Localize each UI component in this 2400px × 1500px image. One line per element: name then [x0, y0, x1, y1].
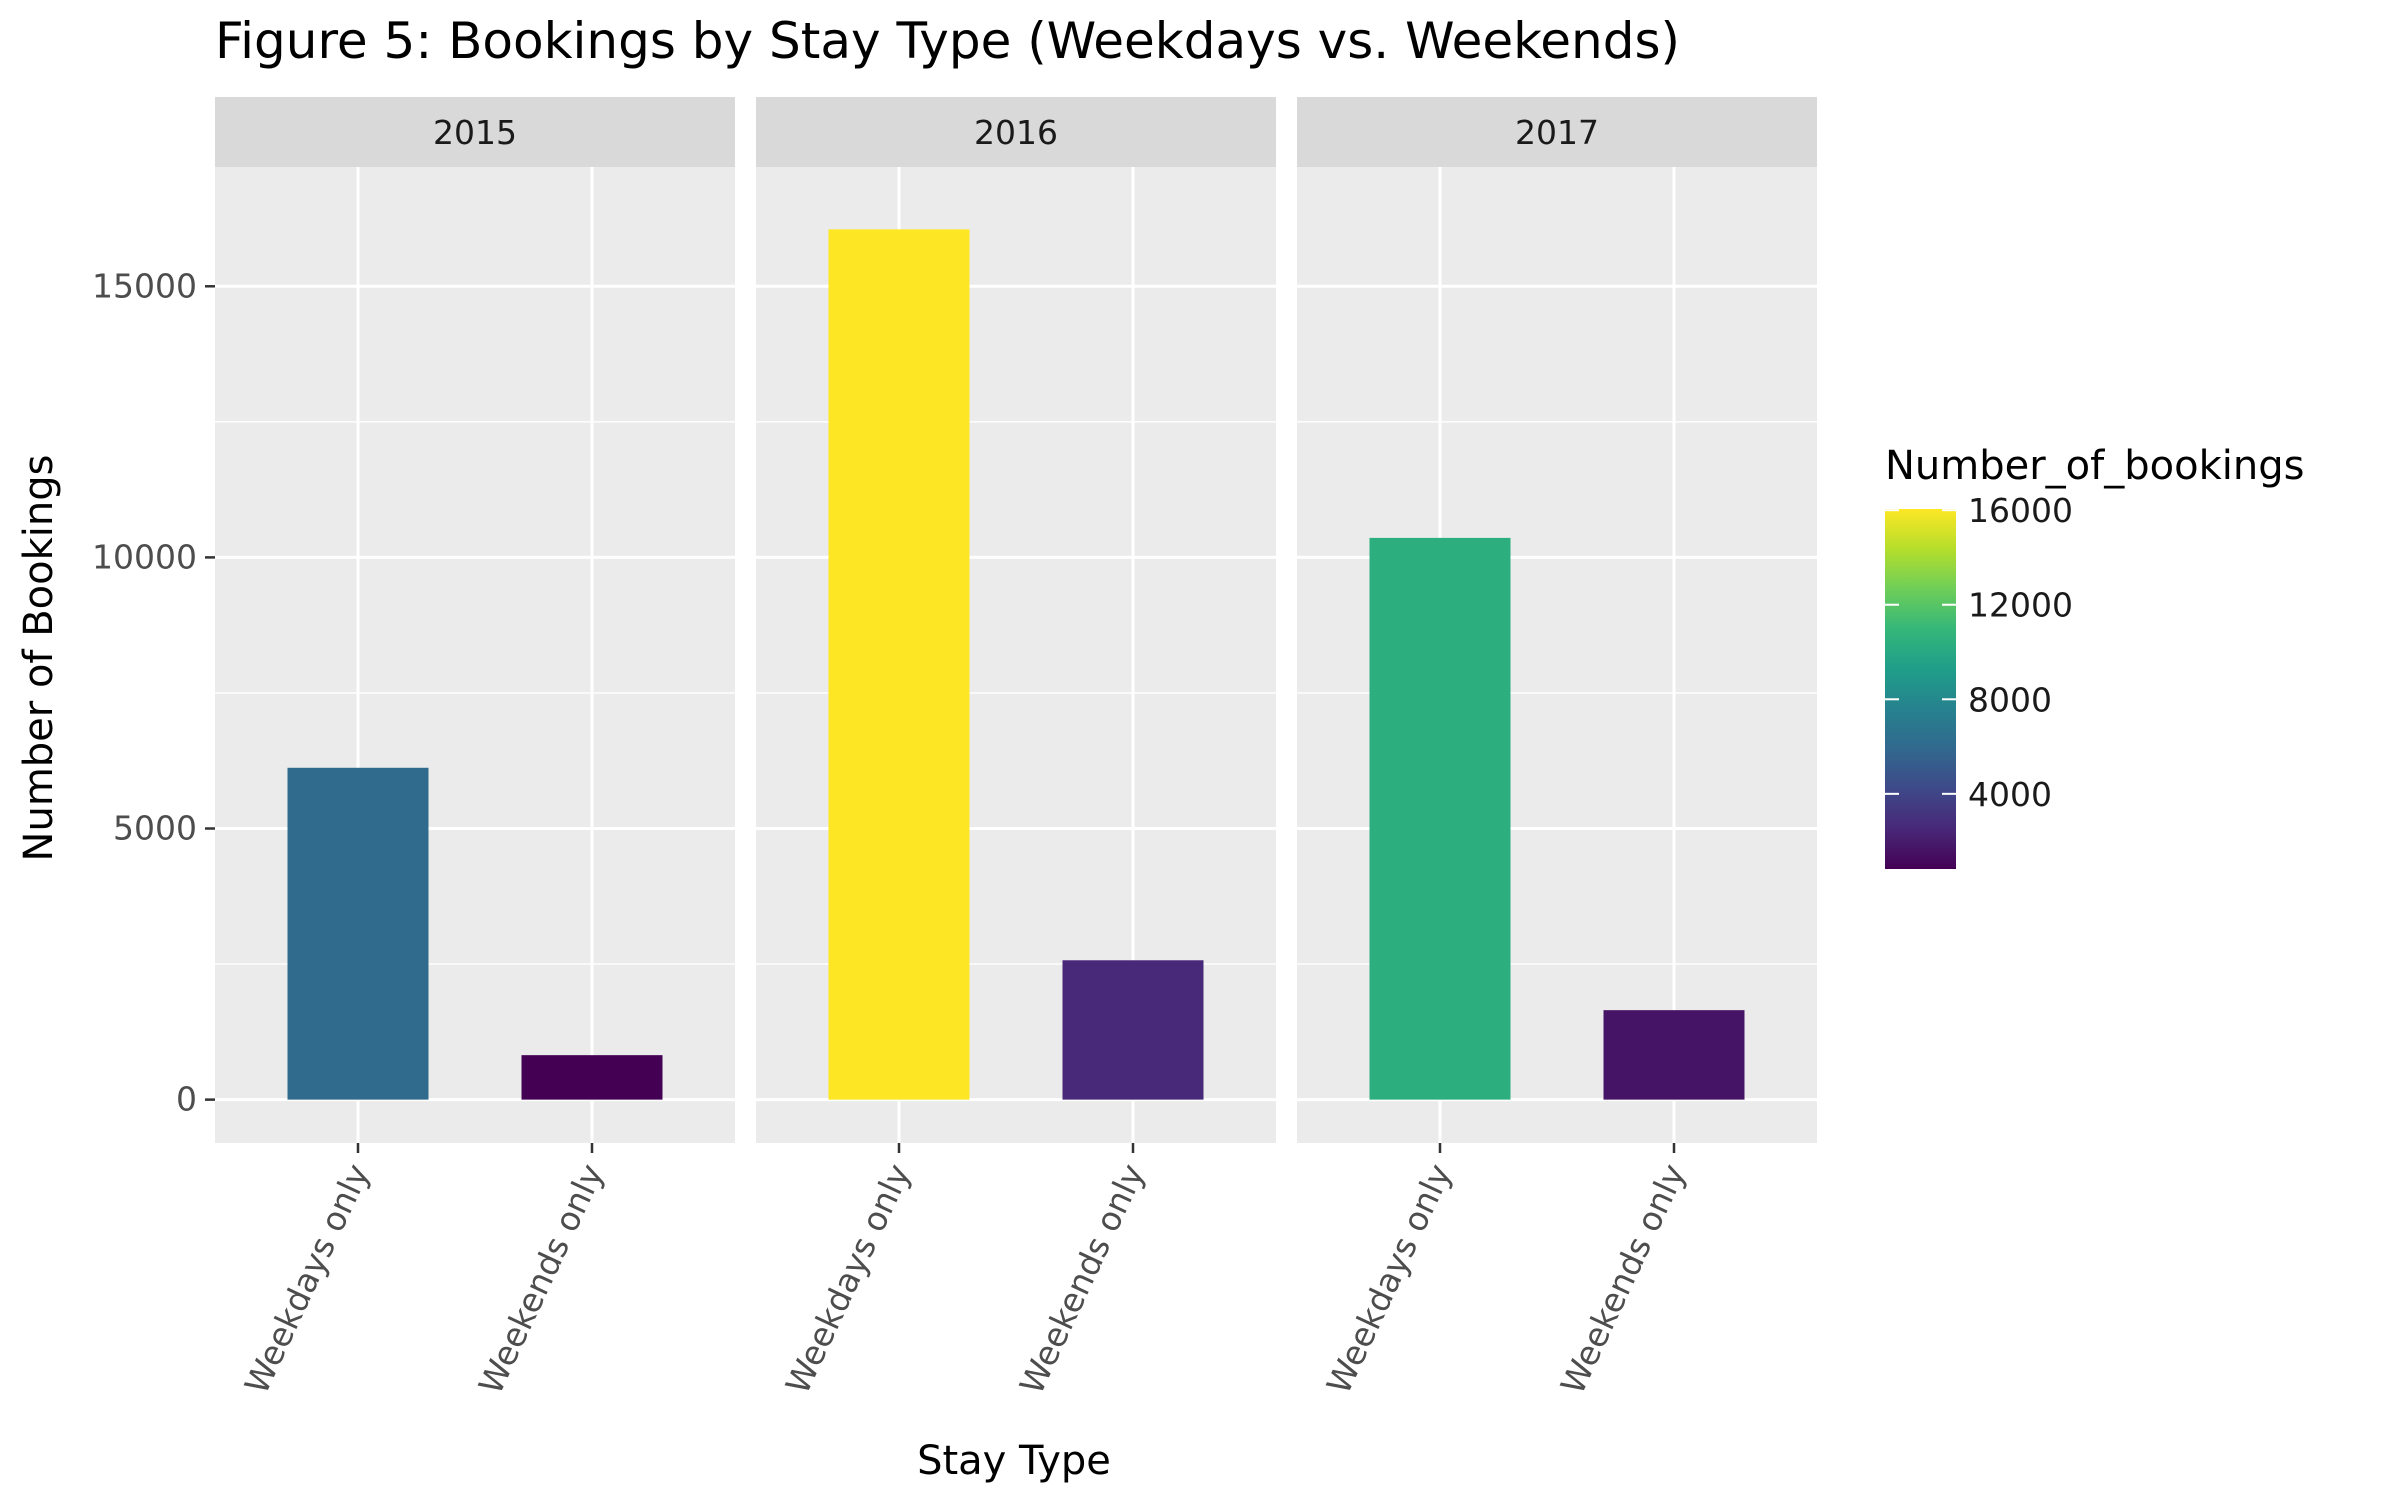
- facet-strip: [1297, 97, 1817, 167]
- facet-panel-2015: 2015 Weekdays only Weekends only: [215, 97, 735, 1400]
- facet-panel-2016: 2016 Weekdays only Weekends only: [756, 97, 1276, 1400]
- legend-tick-label: 4000: [1968, 775, 2052, 814]
- legend-colorbar: [1885, 509, 1956, 869]
- bar-2017-weekends-only: [1603, 1010, 1745, 1100]
- legend-title: Number_of_bookings: [1885, 443, 2304, 489]
- bar-2016-weekends-only: [1062, 960, 1204, 1100]
- legend-tick-label: 8000: [1968, 680, 2052, 719]
- legend: Number_of_bookings 4000 8000 12000 16000: [1885, 443, 2304, 869]
- y-axis-title: Number of Bookings: [16, 455, 62, 862]
- y-tick-label: 10000: [92, 537, 197, 576]
- facet-panels: 2015 Weekdays only Weekends only 2016 Weekda…: [215, 97, 1817, 1400]
- bar-2017-weekdays-only: [1369, 537, 1511, 1100]
- chart-title: Figure 5: Bookings by Stay Type (Weekday…: [215, 12, 1680, 70]
- legend-tick-label: 16000: [1968, 491, 2073, 530]
- bar-2015-weekends-only: [521, 1055, 663, 1100]
- bar-2016-weekdays-only: [828, 229, 970, 1100]
- x-tick-label: Weekdays only: [1319, 1158, 1459, 1400]
- y-tick-label: 0: [176, 1080, 197, 1119]
- x-tick-label: Weekends only: [1012, 1158, 1153, 1400]
- x-tick-label: Weekends only: [1553, 1158, 1694, 1400]
- facet-strip-label: 2015: [433, 113, 517, 152]
- facet-strip-label: 2016: [974, 113, 1058, 152]
- y-tick-label: 5000: [113, 809, 197, 848]
- facet-panel-2017: 2017 Weekdays only Weekends only: [1297, 97, 1817, 1400]
- y-tick-label: 15000: [92, 266, 197, 305]
- x-tick-label: Weekdays only: [237, 1158, 377, 1400]
- facet-strip-label: 2017: [1515, 113, 1599, 152]
- x-tick-label: Weekends only: [471, 1158, 612, 1400]
- x-axis-title: Stay Type: [917, 1438, 1111, 1484]
- facet-strip: [756, 97, 1276, 167]
- bar-2015-weekdays-only: [287, 767, 429, 1100]
- x-tick-label: Weekdays only: [778, 1158, 918, 1400]
- y-axis: 0 5000 10000 15000: [92, 266, 215, 1119]
- facet-strip: [215, 97, 735, 167]
- legend-tick-label: 12000: [1968, 586, 2073, 625]
